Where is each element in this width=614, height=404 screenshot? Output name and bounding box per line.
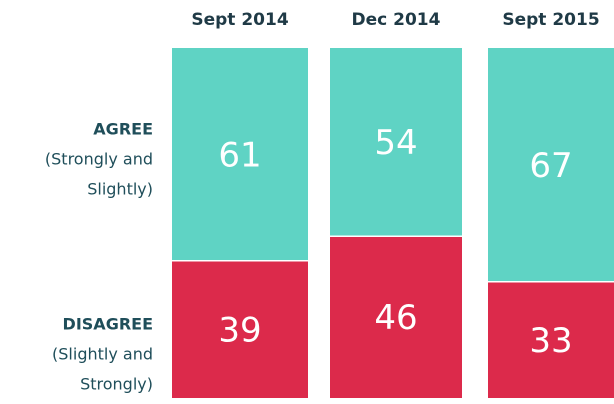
value-label: 46 xyxy=(374,298,417,338)
value-label: 61 xyxy=(218,135,261,175)
column-header: Sept 2015 xyxy=(502,10,599,30)
column-header: Dec 2014 xyxy=(352,10,441,30)
value-label: 54 xyxy=(374,123,417,163)
series-description: (Strongly and xyxy=(45,150,153,169)
value-label: 67 xyxy=(529,146,572,186)
series-label: AGREE xyxy=(93,120,153,139)
bar-segment xyxy=(488,48,614,281)
bar-segment xyxy=(172,261,308,398)
bar-segment xyxy=(330,48,462,236)
series-label: DISAGREE xyxy=(63,315,153,334)
value-label: 33 xyxy=(529,321,572,361)
value-label: 39 xyxy=(218,310,261,350)
bar-segment xyxy=(172,48,308,260)
bar-segment xyxy=(330,237,462,398)
series-description: (Slightly and xyxy=(52,345,153,364)
bar-segment xyxy=(488,282,614,398)
series-description: Slightly) xyxy=(87,180,153,199)
column-header: Sept 2014 xyxy=(191,10,288,30)
series-description: Strongly) xyxy=(80,375,153,394)
